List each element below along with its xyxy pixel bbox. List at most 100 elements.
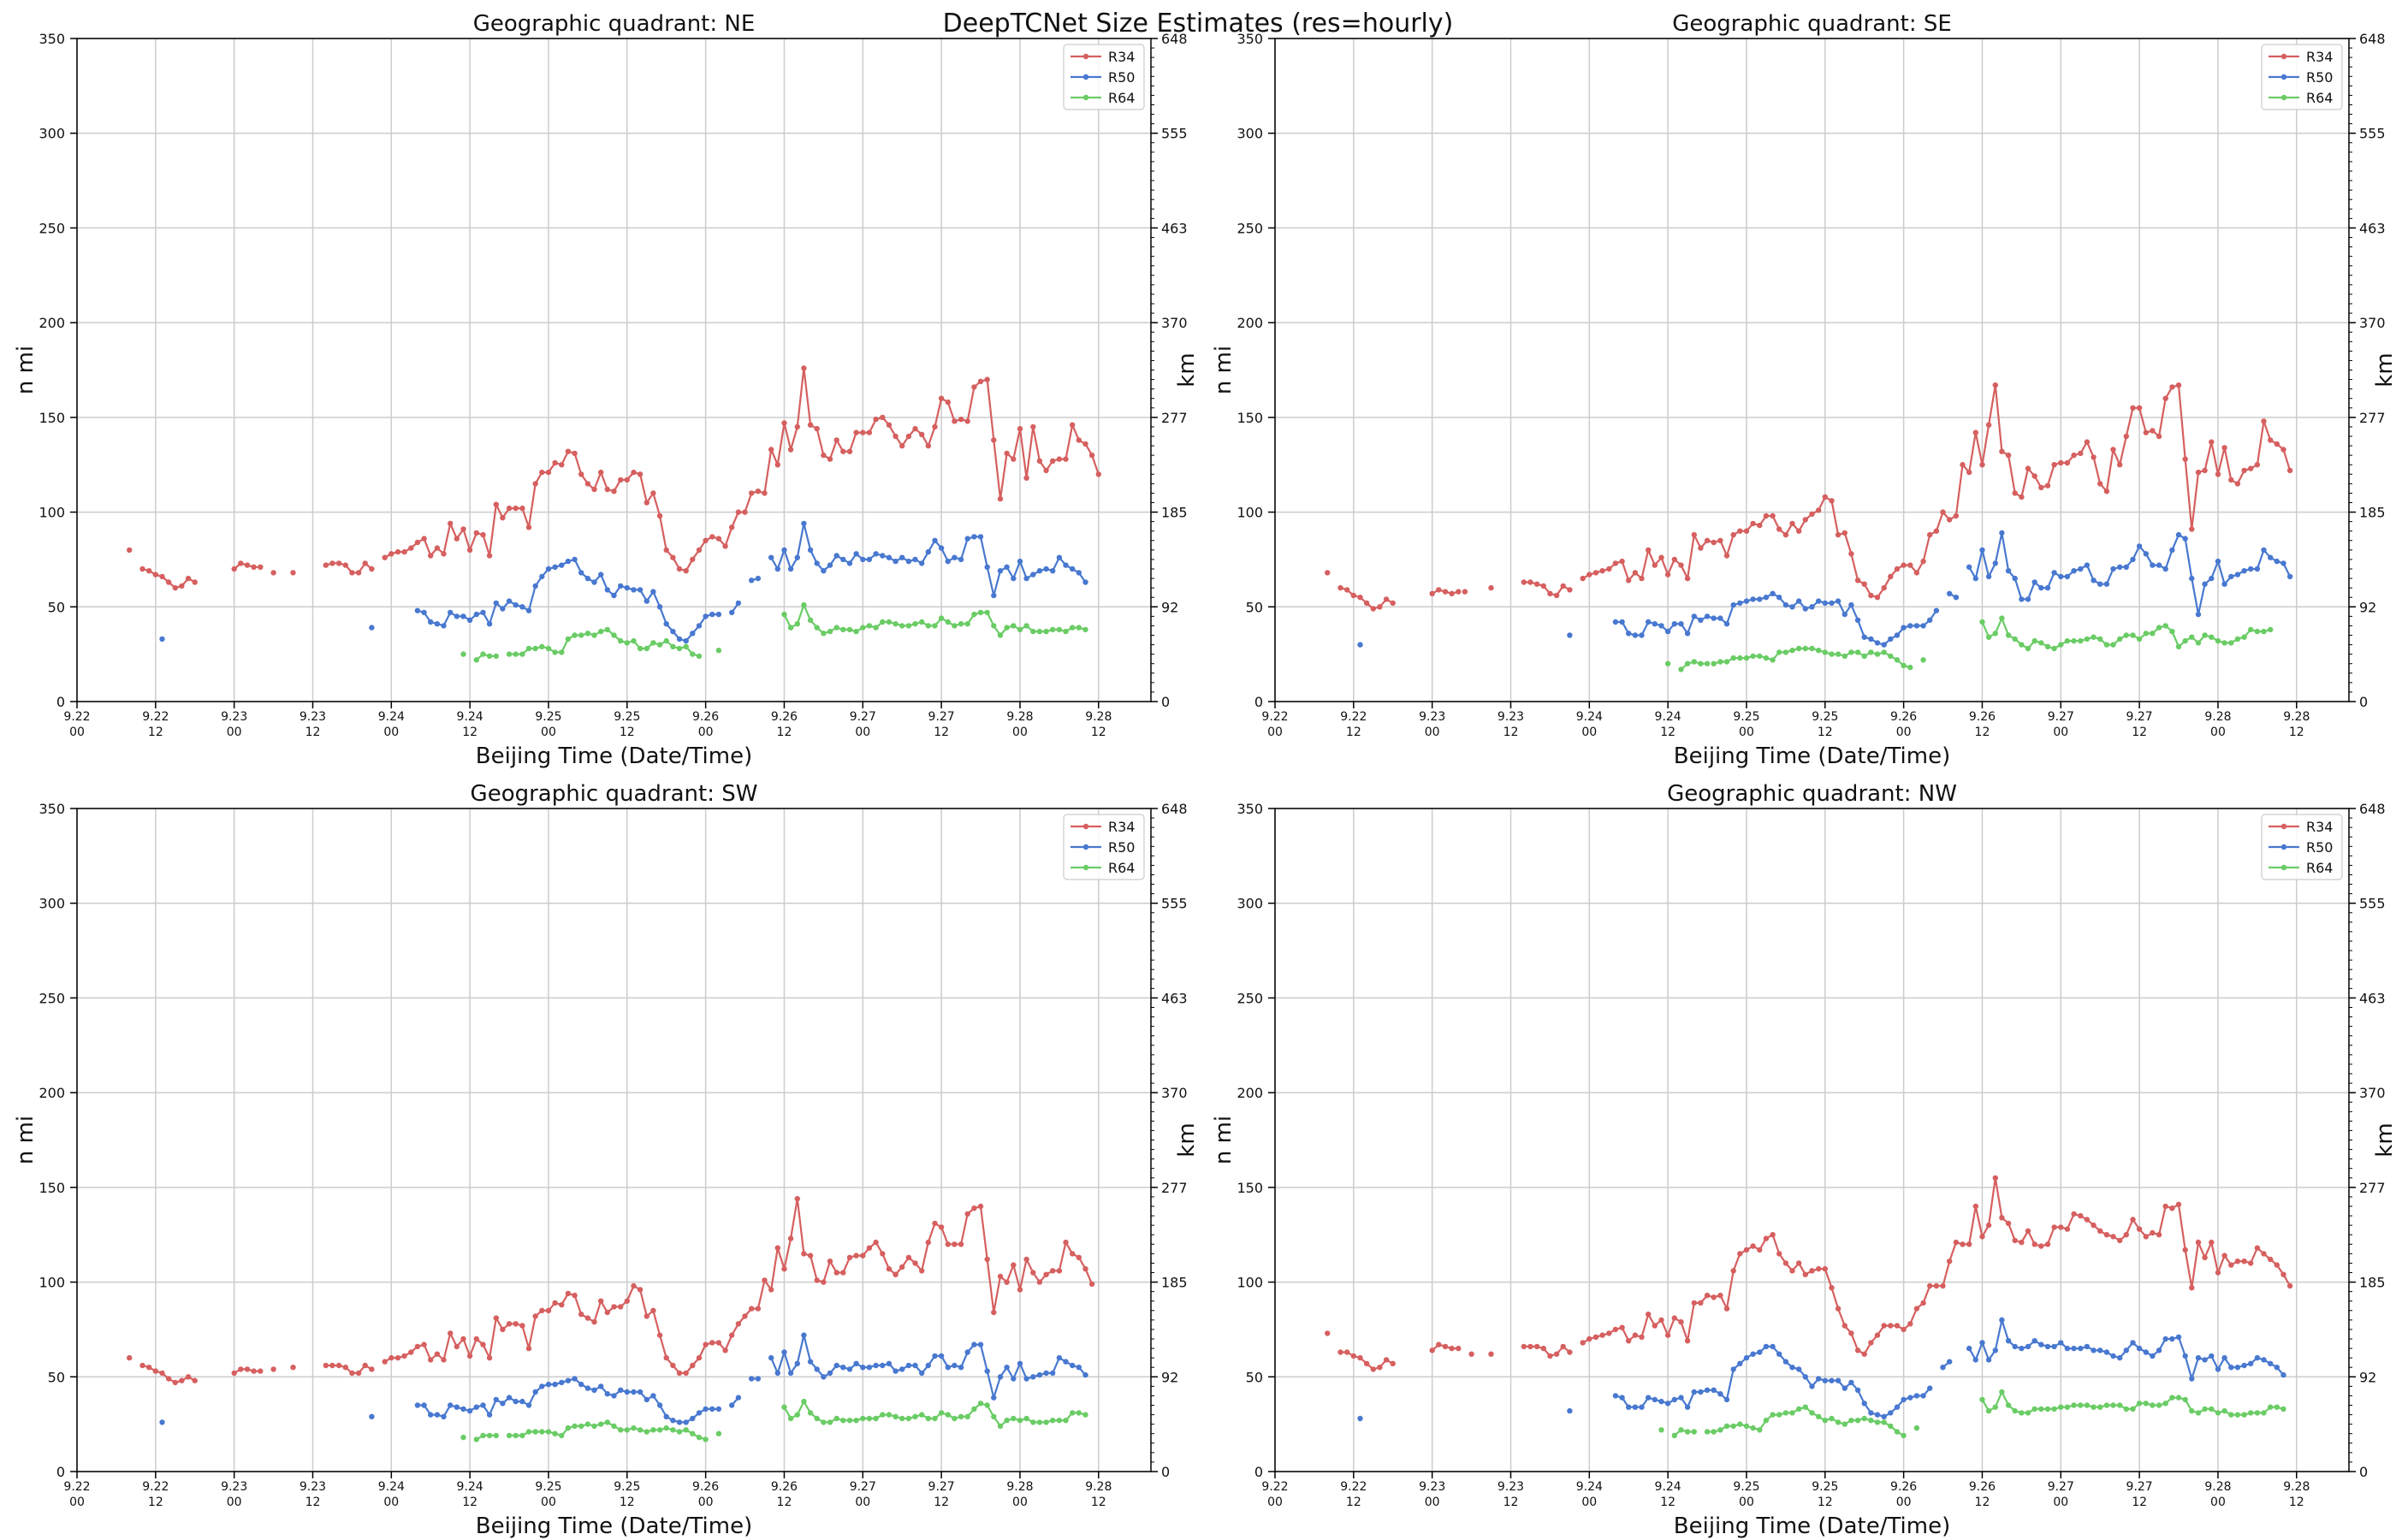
x-tick-label-hour: 12 [1975, 1496, 1990, 1509]
data-point-r34 [984, 1256, 990, 1263]
data-point-r64 [2241, 634, 2247, 640]
data-point-r64 [2031, 1406, 2037, 1413]
legend-marker-r64 [1082, 94, 1089, 101]
data-point-r34 [421, 1342, 427, 1348]
x-tick-label-hour: 12 [1503, 1496, 1519, 1509]
data-point-r34 [1953, 512, 1960, 519]
legend-label-r34: R34 [2306, 49, 2333, 65]
data-point-r50 [2123, 564, 2129, 570]
data-point-r50 [919, 560, 925, 566]
data-point-r34 [2274, 441, 2280, 447]
data-point-r34 [846, 448, 853, 454]
data-point-r64 [1056, 1418, 1063, 1424]
plot-frame [1274, 808, 2350, 1472]
data-point-r64 [676, 645, 683, 652]
data-point-r64 [2156, 1402, 2162, 1408]
data-point-r50 [1757, 1349, 1763, 1355]
data-point-r34 [172, 1379, 178, 1386]
data-point-r34 [1056, 1268, 1063, 1274]
data-point-r34 [1848, 551, 1854, 557]
data-point-r64 [925, 1415, 932, 1422]
data-point-r34 [1992, 382, 1998, 388]
data-point-r50 [1043, 566, 1049, 572]
x-tick-label-date: 9.26 [771, 710, 798, 724]
data-point-r34 [676, 1370, 683, 1377]
data-point-r34 [1907, 562, 1913, 568]
data-point-r34 [2162, 1203, 2168, 1210]
data-point-r34 [991, 1309, 997, 1316]
data-point-r64 [1782, 649, 1789, 655]
data-point-r34 [448, 1330, 454, 1336]
data-point-r50 [1023, 1376, 1029, 1382]
data-point-r50 [840, 556, 846, 563]
data-point-r34 [1567, 1349, 1573, 1355]
y-right-tick-label: 648 [2359, 31, 2386, 47]
data-point-r64 [2123, 632, 2129, 638]
legend-box [2261, 814, 2343, 880]
data-point-r64 [1776, 649, 1782, 655]
data-point-r50 [1816, 598, 1822, 604]
data-point-r50 [1004, 564, 1010, 570]
data-point-r50 [539, 1383, 545, 1389]
data-point-r34 [2051, 462, 2057, 468]
data-point-r50 [703, 613, 709, 619]
data-point-r50 [545, 1381, 552, 1388]
data-point-r34 [1082, 441, 1088, 447]
data-point-r34 [1940, 1282, 1946, 1289]
data-point-r50 [1357, 1415, 1363, 1422]
data-point-r50 [650, 589, 656, 595]
data-point-r50 [1632, 1404, 1639, 1410]
data-point-r50 [1802, 606, 1808, 612]
data-point-r34 [801, 1251, 807, 1257]
data-point-r34 [2025, 465, 2031, 471]
y-tick-label: 200 [39, 315, 65, 331]
data-point-r64 [690, 651, 696, 657]
data-point-r50 [2097, 1348, 2103, 1353]
data-point-r34 [408, 1349, 414, 1355]
data-point-r50 [1711, 615, 1717, 621]
data-point-r34 [434, 545, 441, 551]
data-point-r34 [1985, 1222, 1992, 1229]
data-point-r64 [1913, 1424, 1920, 1431]
data-point-r50 [1901, 1396, 1907, 1403]
data-point-r50 [1868, 636, 1874, 643]
chart-panel-nw: 0 50 100 150 200 250 300 350 0 92 185 277 370 463 555 6… [1198, 770, 2396, 1540]
data-point-r34 [729, 524, 735, 530]
data-point-r64 [1711, 660, 1717, 666]
legend-marker-r50 [1082, 74, 1089, 80]
data-point-r50 [1082, 579, 1088, 585]
data-point-r64 [840, 1418, 846, 1424]
data-point-r34 [670, 554, 676, 560]
data-point-r50 [2058, 573, 2064, 580]
series-line-r34 [1582, 1177, 2292, 1356]
data-point-r50 [1901, 625, 1907, 631]
y-tick-label: 150 [1237, 410, 1263, 426]
data-point-r50 [2130, 556, 2136, 563]
data-point-r64 [1063, 628, 1069, 635]
data-point-r34 [663, 1354, 669, 1361]
data-point-r50 [696, 1410, 703, 1416]
data-point-r34 [172, 584, 178, 591]
data-point-r34 [1050, 1268, 1056, 1274]
x-tick-label-hour: 00 [1425, 726, 1440, 739]
y-tick-label: 300 [1237, 896, 1263, 912]
data-point-r64 [1861, 1415, 1867, 1422]
data-point-r64 [2117, 636, 2123, 643]
data-point-r34 [1462, 589, 1468, 595]
data-point-r64 [1704, 660, 1711, 666]
data-point-r34 [938, 395, 945, 401]
series-line-r64 [1674, 1429, 1694, 1436]
data-point-r34 [1704, 1292, 1711, 1299]
data-point-r50 [2228, 1365, 2234, 1371]
data-point-r50 [2025, 1343, 2031, 1350]
x-tick-label-hour: 12 [1818, 726, 1833, 739]
chart-panel-se: 0 50 100 150 200 250 300 350 0 92 185 277 370 463 555 6… [1198, 0, 2396, 770]
data-point-r64 [2169, 628, 2175, 635]
data-point-r50 [2241, 568, 2247, 574]
data-point-r50 [460, 613, 466, 619]
data-point-r50 [525, 1402, 532, 1408]
x-tick-label-hour: 00 [541, 726, 556, 739]
data-point-r64 [886, 1412, 893, 1418]
data-point-r34 [139, 566, 145, 572]
data-point-r64 [1992, 631, 1998, 637]
